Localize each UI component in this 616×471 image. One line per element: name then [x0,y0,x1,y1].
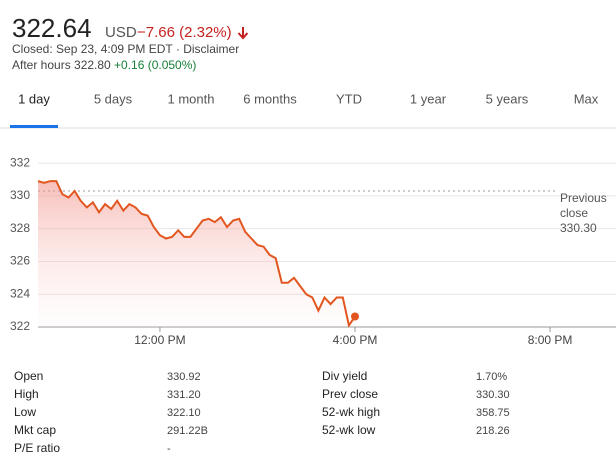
tab[interactable]: 1 month [168,91,215,106]
y-tick-label: 322 [10,319,30,333]
x-tick-label: 8:00 PM [528,333,573,347]
y-tick-label: 324 [10,286,30,300]
y-tick-label: 330 [10,188,30,202]
stat-value: 218.26 [476,425,510,437]
stat-value: 1.70% [476,371,507,383]
stat-label: Div yield [322,369,367,383]
tab[interactable]: YTD [336,91,362,106]
stat-value: - [167,443,171,455]
stat-value: 330.30 [476,389,510,401]
y-tick-label: 332 [10,155,30,169]
stat-label: 52-wk high [322,405,380,419]
down-arrow [237,27,249,40]
stat-value: 330.92 [167,371,201,383]
stat-label: Prev close [322,387,378,401]
price: 322.64 [12,13,92,43]
area [38,181,355,327]
stat-label: Mkt cap [14,423,56,437]
y-tick-label: 328 [10,221,30,235]
previous-close-value: 330.30 [560,221,597,235]
stat-label: 52-wk low [322,423,376,437]
change: −7.66 (2.32%) [137,24,232,41]
stat-value: 322.10 [167,407,201,419]
previous-close-name: Previous close [560,191,607,220]
closed-info: Closed: Sep 23, 4:09 PM EDT · Disclaimer [12,42,239,56]
x-tick-label: 4:00 PM [333,333,378,347]
y-tick-label: 326 [10,254,30,268]
stat-label: Open [14,369,43,383]
stat-value: 291.22B [167,425,208,437]
stat-label: P/E ratio [14,441,60,455]
tab-indicator [10,125,58,128]
price-line [37,180,356,328]
tab[interactable]: 5 days [94,91,133,106]
tab[interactable]: 5 years [486,91,529,106]
tab[interactable]: 1 day [18,91,50,106]
stat-value: 358.75 [476,407,510,419]
after-hours: After hours 322.80 [12,58,111,72]
stat-label: High [14,387,39,401]
currency: USD [105,24,137,41]
after-hours-change: +0.16 (0.050%) [114,58,196,72]
stat-value: 331.20 [167,389,201,401]
stat-label: Low [14,405,36,419]
tab[interactable]: Max [574,91,599,106]
last-point [350,312,359,321]
x-tick-label: 12:00 PM [134,333,185,347]
tab[interactable]: 6 months [243,91,297,106]
tab[interactable]: 1 year [410,91,447,106]
